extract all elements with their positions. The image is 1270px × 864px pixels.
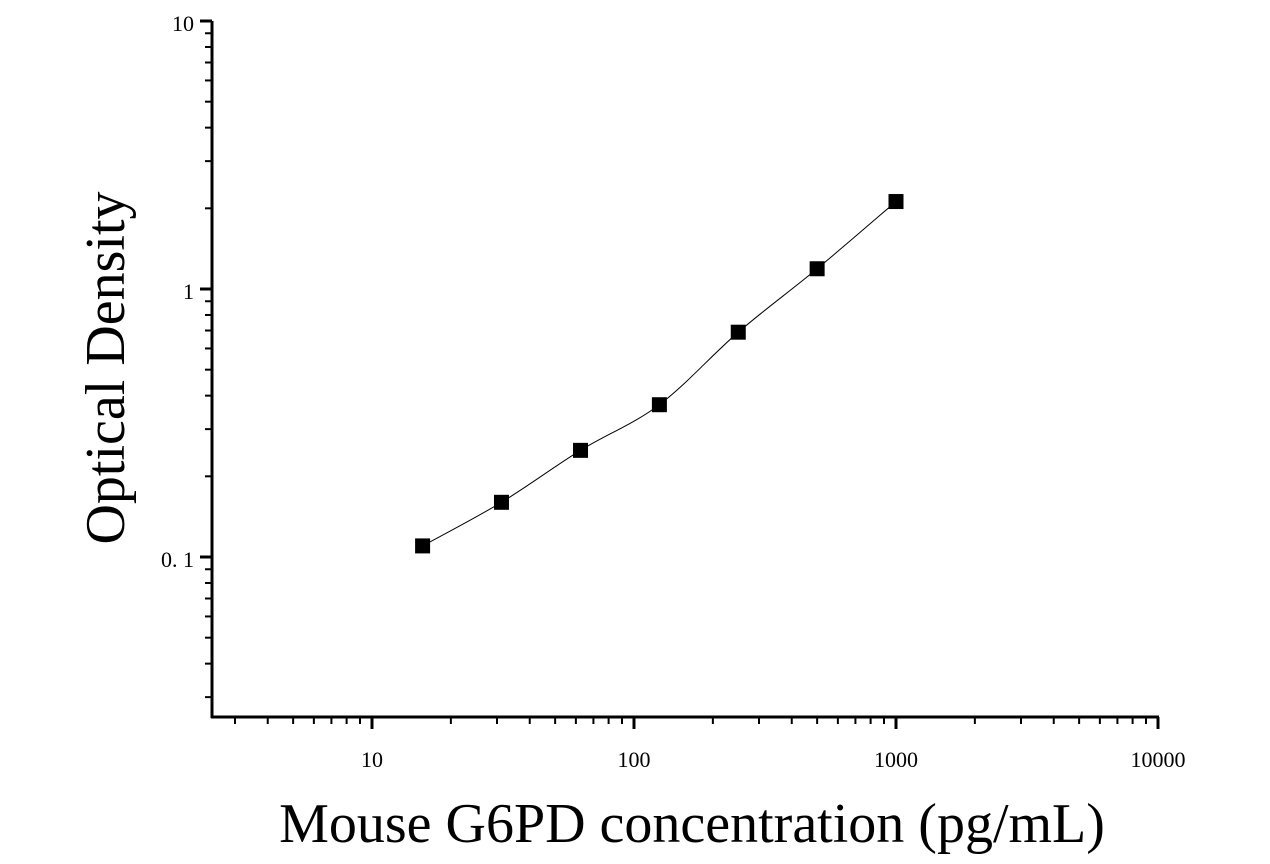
x-tick-label-1000: 1000: [874, 747, 918, 772]
y-tick-label-10: 10: [172, 11, 194, 36]
data-point: [651, 397, 667, 413]
fit-curve: [422, 201, 897, 547]
y-tick-label-0.1: 0. 1: [161, 547, 194, 572]
y-axis-major-ticks: [200, 19, 212, 559]
x-axis-title: Mouse G6PD concentration (pg/mL): [279, 793, 1105, 855]
y-axis-title: Optical Density: [75, 191, 137, 544]
data-point: [809, 261, 825, 277]
data-point: [415, 538, 431, 554]
data-point: [493, 494, 509, 510]
x-tick-label-10: 10: [361, 747, 383, 772]
data-point: [730, 324, 746, 340]
data-point: [573, 442, 589, 458]
x-tick-label-100: 100: [618, 747, 651, 772]
x-axis-major-ticks: [370, 717, 1160, 729]
x-tick-label-10000: 10000: [1131, 747, 1186, 772]
data-points: [415, 194, 904, 554]
data-point: [888, 194, 904, 210]
y-tick-label-1: 1: [183, 279, 194, 304]
